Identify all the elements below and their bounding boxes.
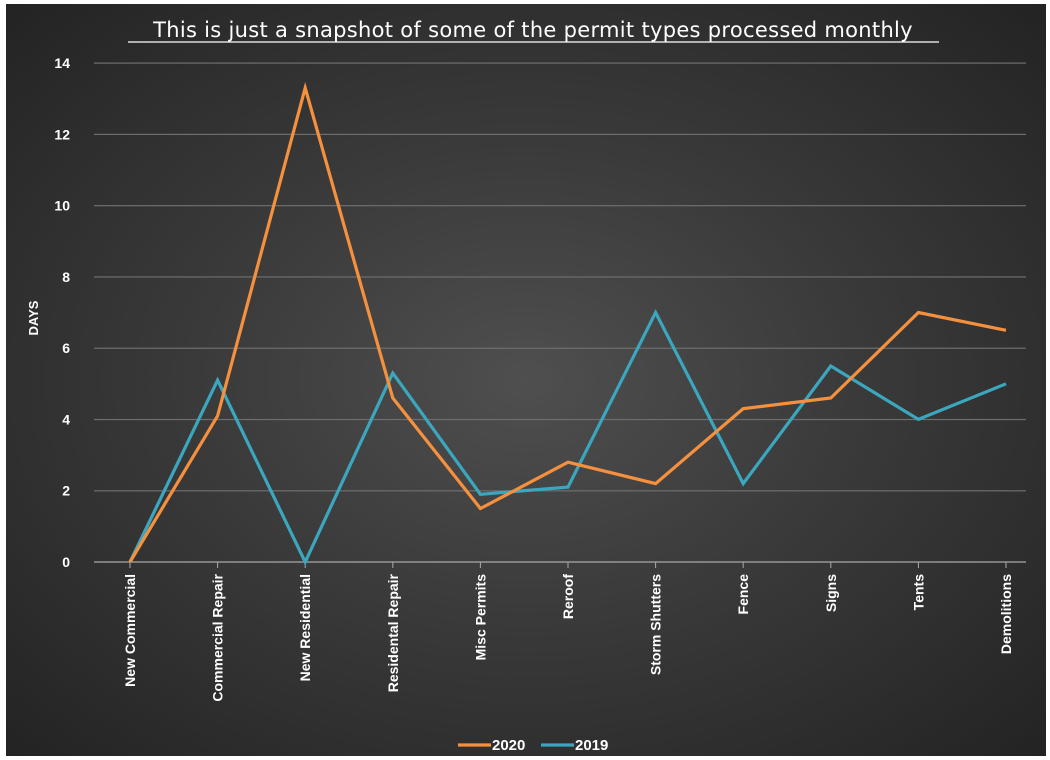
gridline-10 [94, 205, 1026, 207]
y-axis-label: DAYS [26, 300, 41, 335]
series-line-2019 [128, 308, 1007, 566]
legend-label-2019: 2019 [575, 737, 608, 754]
y-tick-label: 14 [54, 55, 70, 71]
x-category-label: Residental Repair [385, 573, 401, 692]
x-category-label: Storm Shutters [648, 574, 664, 675]
legend-label-2020: 2020 [492, 737, 525, 754]
x-category-label: Signs [823, 574, 839, 612]
series-line-2020 [128, 81, 1007, 563]
y-tick-label: 6 [62, 340, 70, 356]
y-tick-label: 8 [62, 269, 70, 285]
x-axis-categories: New Commercial Commercial Repair New Resid… [122, 573, 1014, 701]
x-category-label: Tents [910, 574, 926, 611]
gridline-12 [94, 133, 1026, 135]
x-category-label: Reroof [560, 574, 576, 619]
gridline-6 [94, 347, 1026, 349]
y-axis-ticks: 0 2 4 6 8 10 12 14 [54, 55, 70, 570]
y-tick-label: 2 [62, 483, 70, 499]
x-category-label: Commercial Repair [210, 573, 226, 701]
gridline-4 [94, 418, 1026, 421]
x-category-label: Fence [735, 574, 751, 615]
x-category-label: Demolitions [998, 574, 1014, 654]
gridline-14 [94, 62, 1026, 64]
chart-title: This is just a snapshot of some of the p… [152, 18, 913, 42]
gridline-2 [94, 490, 1026, 492]
y-tick-label: 0 [62, 554, 70, 570]
x-category-label: New Commercial [122, 574, 138, 687]
chart-frame: 0 2 4 6 8 10 12 14 New Commercial Commercial Rep… [6, 4, 1046, 756]
y-tick-label: 12 [54, 126, 70, 142]
legend: 2020 2019 [458, 737, 608, 754]
axes [94, 561, 1026, 568]
y-tick-label: 4 [62, 411, 70, 427]
x-category-label: Misc Permits [472, 574, 488, 661]
series-lines [128, 81, 1007, 566]
gridlines [94, 62, 1026, 492]
y-tick-label: 10 [54, 198, 70, 214]
x-category-label: New Residential [297, 574, 313, 681]
gridline-8 [94, 276, 1026, 278]
line-chart: 0 2 4 6 8 10 12 14 New Commercial Commercial Rep… [26, 18, 1026, 754]
